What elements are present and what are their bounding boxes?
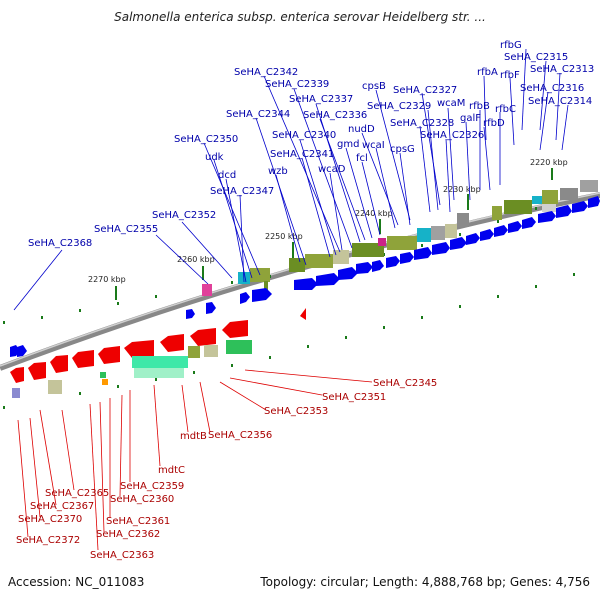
gene-label: rfbB [469,101,490,112]
forward-leader-lines [13,48,569,311]
gene-label: cpsB [362,81,386,92]
gene-label: SeHA_C2353 [264,406,328,417]
gene-label: mdtC [158,465,185,476]
ruler-label: 2250 kbp [265,232,303,241]
gene-label: SeHA_C2345 [373,378,437,389]
topology-text: Topology: circular; Length: 4,888,768 bp… [260,575,590,589]
gene-label: rfbG [500,40,522,51]
gene-label: SeHA_C2336 [303,110,367,121]
gene-label: SeHA_C2347 [210,186,274,197]
gene-label: cpsG [390,144,415,155]
gene-label: wcaM [437,98,465,109]
ruler-labels: 2220 kbp 2230 kbp 2240 kbp 2250 kbp 2260… [88,158,568,284]
gene-label: rfbF [500,70,520,81]
gene-label: SeHA_C2327 [393,85,457,96]
gene-label: SeHA_C2362 [96,529,160,540]
gene-label: gmd [337,139,359,150]
reverse-gene-labels: SeHA_C2345 SeHA_C2351 SeHA_C2353 SeHA_C2… [16,378,437,561]
ruler-label: 2260 kbp [177,255,215,264]
gene-label: SeHA_C2329 [367,101,431,112]
gene-label: SeHA_C2360 [110,494,174,505]
gene-label: udk [205,152,224,163]
gene-label: SeHA_C2350 [174,134,238,145]
ruler-label: 2240 kbp [355,209,393,218]
gene-label: SeHA_C2352 [152,210,216,221]
gene-label: SeHA_C2368 [28,238,92,249]
gene-label: SeHA_C2361 [106,516,170,527]
forward-gene-arrows [10,196,600,357]
gene-label: SeHA_C2339 [265,79,329,90]
gene-label: mdtB [180,431,207,442]
gene-label: SeHA_C2314 [528,96,592,107]
gene-label: SeHA_C2342 [234,67,298,78]
gene-label: SeHA_C2365 [45,488,109,499]
gene-label: galF [460,113,481,124]
gene-label: rfbC [495,104,516,115]
ruler-label: 2230 kbp [443,185,481,194]
gene-label: dcd [218,170,236,181]
reverse-cog-boxes [12,340,252,398]
gene-label: SeHA_C2344 [226,109,290,120]
gene-label: SeHA_C2328 [390,118,454,129]
ruler-ticks [115,168,553,300]
forward-gene-labels: rfbG SeHA_C2315 rfbA rfbF SeHA_C2313 SeH… [28,40,594,249]
gene-label: wcaD [318,164,346,175]
gene-label: rfbA [477,67,498,78]
gene-label: SeHA_C2372 [16,535,80,546]
gene-label: rfbD [483,118,505,129]
gene-label: SeHA_C2315 [504,52,568,63]
gene-label: SeHA_C2340 [272,130,336,141]
gene-label: SeHA_C2326 [420,130,484,141]
ruler-label: 2270 kbp [88,275,126,284]
inner-tick-row [3,273,575,409]
gene-label: SeHA_C2337 [289,94,353,105]
gene-label: wzb [268,166,288,177]
gene-label: wcaI [362,140,385,151]
gene-label: SeHA_C2355 [94,224,158,235]
gene-label: SeHA_C2367 [30,501,94,512]
gene-label: SeHA_C2363 [90,550,154,561]
gene-label: SeHA_C2370 [18,514,82,525]
ruler-label: 2220 kbp [530,158,568,167]
map-title: Salmonella enterica subsp. enterica sero… [114,10,486,24]
reverse-gene-arrows [10,308,306,383]
gene-label: SeHA_C2316 [520,83,584,94]
forward-cog-boxes [202,180,598,296]
gene-label: SeHA_C2341 [270,149,334,160]
accession-text: Accession: NC_011083 [8,575,145,589]
gene-label: SeHA_C2313 [530,64,594,75]
gene-label: nudD [348,124,375,135]
gene-label: SeHA_C2356 [208,430,272,441]
gene-label: SeHA_C2351 [322,392,386,403]
gene-label: SeHA_C2359 [120,481,184,492]
gene-label: fcl [356,153,368,164]
reverse-leader-lines [17,369,373,551]
